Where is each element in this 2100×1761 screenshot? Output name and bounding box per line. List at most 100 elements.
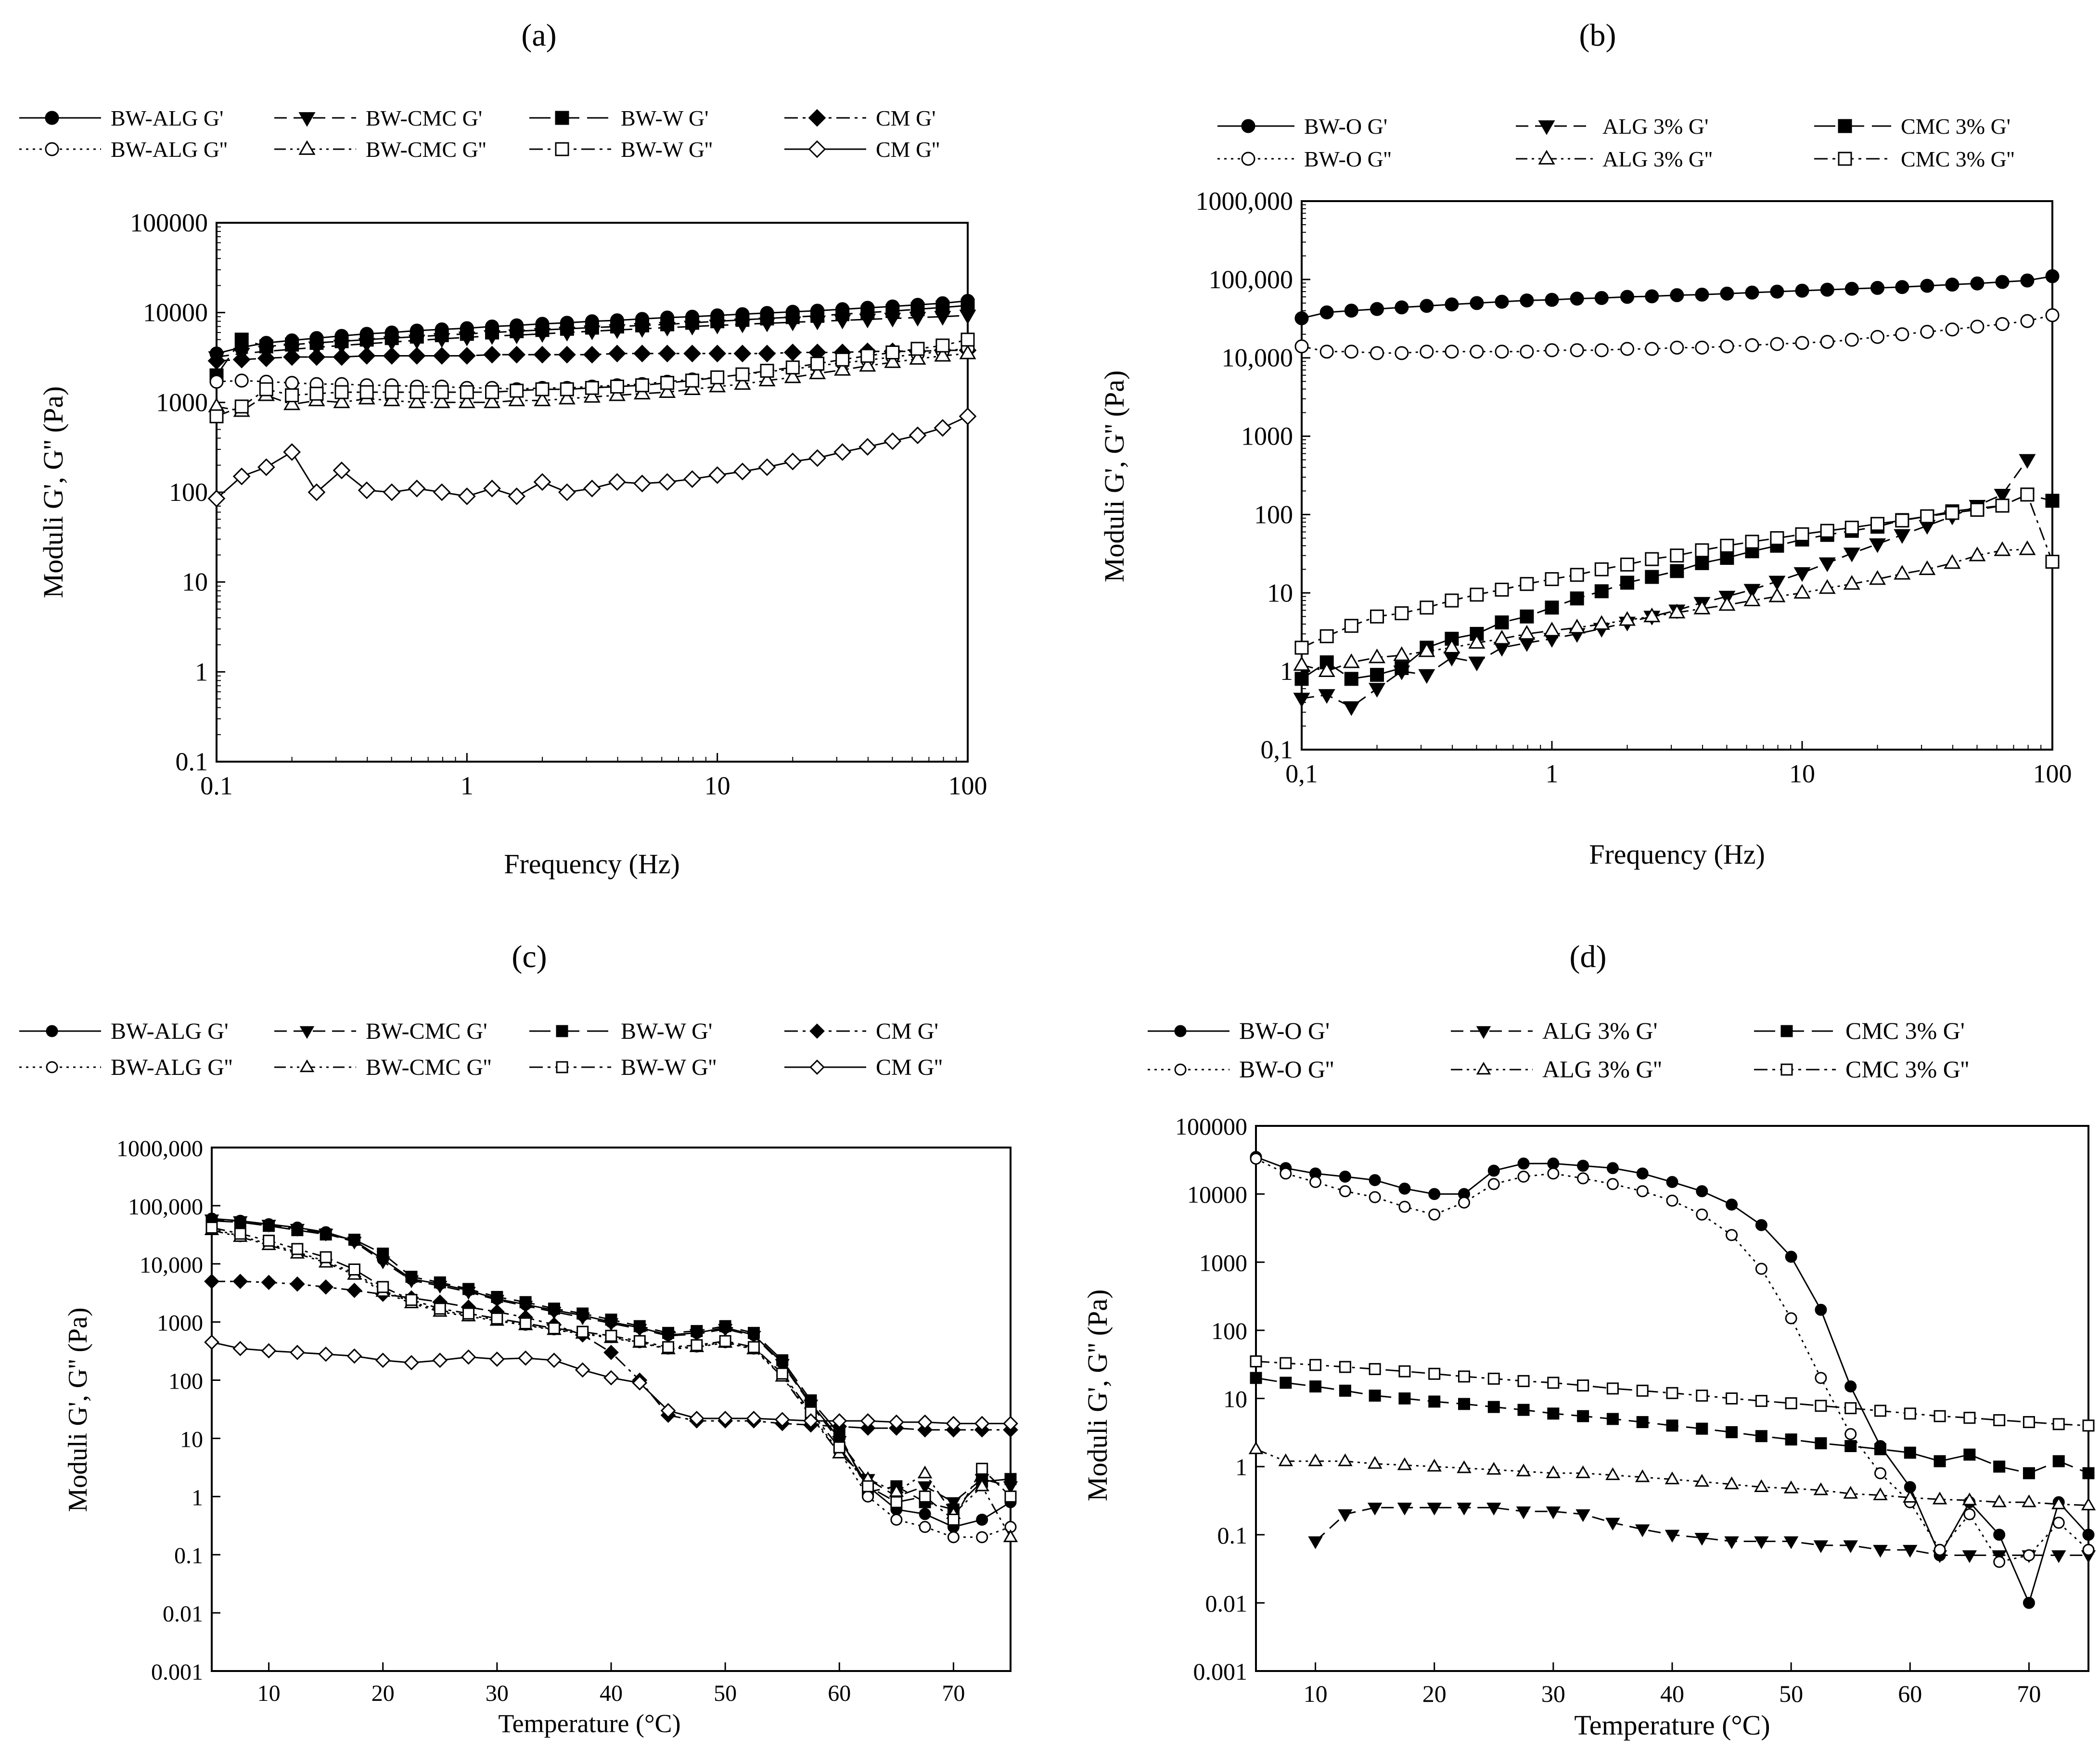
data-point bbox=[1367, 1503, 1383, 1516]
data-point bbox=[1745, 285, 1759, 300]
data-point bbox=[934, 346, 951, 362]
data-point bbox=[1869, 538, 1886, 553]
legend-item-cmc-3pct-g-loss: CMC 3% G'' bbox=[1814, 147, 2014, 171]
data-point bbox=[483, 345, 501, 364]
data-point bbox=[1920, 279, 1934, 293]
data-point bbox=[1577, 1379, 1589, 1392]
legend-marker bbox=[299, 1059, 315, 1072]
data-point bbox=[1695, 543, 1709, 558]
data-point bbox=[1577, 1410, 1589, 1422]
data-point bbox=[960, 298, 975, 313]
data-point bbox=[1770, 284, 1784, 299]
x-tick-label: 10 bbox=[1789, 759, 1815, 788]
data-point bbox=[785, 360, 800, 375]
data-point bbox=[2020, 273, 2035, 288]
data-point bbox=[1338, 1509, 1353, 1522]
data-point bbox=[485, 385, 499, 399]
data-point bbox=[2023, 1596, 2035, 1609]
data-point bbox=[1370, 302, 1384, 316]
data-point bbox=[1636, 1416, 1649, 1429]
data-point bbox=[346, 1348, 362, 1364]
data-point bbox=[1370, 346, 1384, 360]
data-point bbox=[560, 321, 574, 336]
data-point bbox=[558, 483, 576, 501]
data-point bbox=[633, 384, 651, 400]
data-point bbox=[1895, 513, 1909, 528]
legend-item-bw-w-g-loss: BW-W G'' bbox=[529, 137, 713, 162]
data-point bbox=[1516, 1506, 1531, 1519]
data-point bbox=[1696, 1390, 1708, 1402]
data-point bbox=[691, 1325, 703, 1337]
legend-label: ALG 3% G' bbox=[1542, 1017, 1658, 1044]
data-point bbox=[1294, 339, 1309, 354]
data-point bbox=[1670, 564, 1684, 578]
data-point bbox=[1495, 294, 1509, 309]
series-cmc-3pct-g-storage bbox=[1250, 1372, 2095, 1480]
legend-item-bw-w-g-storage: BW-W G' bbox=[529, 106, 708, 130]
data-point bbox=[2082, 1544, 2095, 1556]
data-point bbox=[1895, 327, 1909, 342]
data-point bbox=[1770, 337, 1784, 351]
data-point bbox=[860, 1413, 876, 1429]
data-point bbox=[1870, 330, 1885, 344]
data-point bbox=[1920, 509, 1934, 523]
data-point bbox=[1694, 1474, 1710, 1487]
data-point bbox=[919, 1521, 931, 1533]
y-tick-label: 100000 bbox=[130, 208, 208, 237]
x-tick-label: 0.1 bbox=[200, 771, 233, 800]
data-point bbox=[460, 385, 474, 399]
data-point bbox=[434, 1276, 446, 1289]
data-point bbox=[803, 1413, 819, 1429]
data-point bbox=[334, 334, 349, 348]
data-point bbox=[508, 487, 526, 505]
y-tick-label: 1 bbox=[1280, 657, 1293, 686]
data-point bbox=[959, 407, 977, 425]
data-point bbox=[1726, 1199, 1738, 1211]
data-point bbox=[603, 1345, 619, 1360]
data-point bbox=[1428, 1208, 1441, 1221]
legend-marker bbox=[299, 1026, 315, 1039]
data-point bbox=[405, 1294, 418, 1306]
data-point bbox=[1694, 1532, 1710, 1546]
data-point bbox=[1543, 622, 1561, 637]
data-point bbox=[1945, 506, 1959, 520]
data-point bbox=[435, 328, 449, 343]
y-tick-label: 1000 bbox=[156, 388, 208, 417]
data-point bbox=[747, 1341, 760, 1353]
data-point bbox=[1003, 1529, 1018, 1543]
data-point bbox=[810, 308, 825, 323]
data-point bbox=[632, 1375, 648, 1391]
data-point bbox=[1718, 596, 1736, 611]
data-point bbox=[333, 348, 351, 366]
data-point bbox=[1344, 345, 1358, 359]
data-point bbox=[859, 357, 876, 372]
legend-marker bbox=[1838, 152, 1852, 166]
data-point bbox=[608, 345, 626, 363]
data-point bbox=[1670, 288, 1684, 303]
data-point bbox=[834, 361, 851, 376]
data-point bbox=[884, 353, 901, 368]
data-point bbox=[375, 1353, 391, 1368]
data-point bbox=[334, 385, 349, 399]
data-point bbox=[2052, 1517, 2065, 1529]
data-point bbox=[1843, 575, 1860, 590]
data-point bbox=[1248, 1441, 1264, 1455]
data-point bbox=[1903, 1490, 1918, 1503]
data-point bbox=[234, 399, 249, 414]
y-tick-label: 0.1 bbox=[174, 1543, 203, 1569]
data-point bbox=[1470, 345, 1484, 359]
data-point bbox=[1993, 1460, 2006, 1473]
data-point bbox=[484, 393, 501, 408]
data-point bbox=[1570, 568, 1584, 582]
legend-marker bbox=[555, 111, 569, 125]
x-tick-label: 20 bbox=[1422, 1680, 1447, 1707]
data-point bbox=[460, 327, 474, 341]
legend-item-bw-cmc-g-loss: BW-CMC G'' bbox=[274, 137, 486, 162]
data-point bbox=[917, 1481, 933, 1494]
series-alg-3pct-g-loss bbox=[1293, 540, 2036, 677]
legend-label: CMC 3% G'' bbox=[1845, 1056, 1969, 1083]
data-point bbox=[946, 1416, 961, 1431]
data-point bbox=[1568, 618, 1586, 634]
data-point bbox=[458, 347, 476, 365]
data-point bbox=[576, 1307, 589, 1320]
